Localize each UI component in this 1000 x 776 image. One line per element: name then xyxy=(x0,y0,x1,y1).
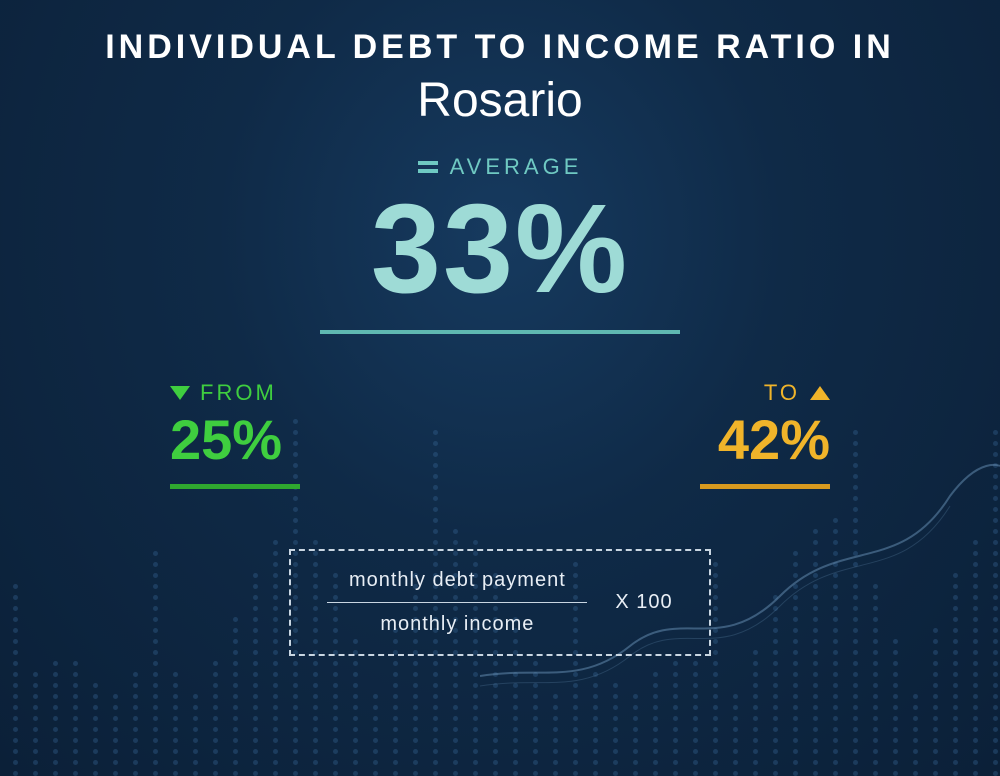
formula-multiplier: X 100 xyxy=(615,591,672,614)
title-line-1: INDIVIDUAL DEBT TO INCOME RATIO IN xyxy=(105,28,895,67)
average-underline xyxy=(320,330,680,334)
equals-icon xyxy=(418,161,438,173)
range-from-value: 25% xyxy=(170,412,300,468)
average-label: AVERAGE xyxy=(450,154,583,180)
triangle-up-icon xyxy=(810,386,830,400)
range-to-underline xyxy=(700,484,830,489)
range-from-label-row: FROM xyxy=(170,380,300,406)
average-value: 33% xyxy=(371,186,629,312)
average-block: AVERAGE 33% xyxy=(320,154,680,334)
average-label-row: AVERAGE xyxy=(418,154,583,180)
title-line-2: Rosario xyxy=(417,73,582,128)
range-to-block: TO 42% xyxy=(700,380,830,489)
range-from-block: FROM 25% xyxy=(170,380,300,489)
range-from-underline xyxy=(170,484,300,489)
triangle-down-icon xyxy=(170,386,190,400)
formula-denominator: monthly income xyxy=(380,613,534,636)
range-to-label: TO xyxy=(764,380,800,406)
range-from-label: FROM xyxy=(200,380,277,406)
formula-box: monthly debt payment monthly income X 10… xyxy=(289,549,710,656)
formula-fraction: monthly debt payment monthly income xyxy=(327,569,587,636)
formula-fraction-line xyxy=(327,602,587,603)
range-to-label-row: TO xyxy=(764,380,830,406)
content-root: INDIVIDUAL DEBT TO INCOME RATIO IN Rosar… xyxy=(0,0,1000,776)
range-row: FROM 25% TO 42% xyxy=(0,380,1000,489)
formula-numerator: monthly debt payment xyxy=(349,569,566,592)
range-to-value: 42% xyxy=(718,412,830,468)
